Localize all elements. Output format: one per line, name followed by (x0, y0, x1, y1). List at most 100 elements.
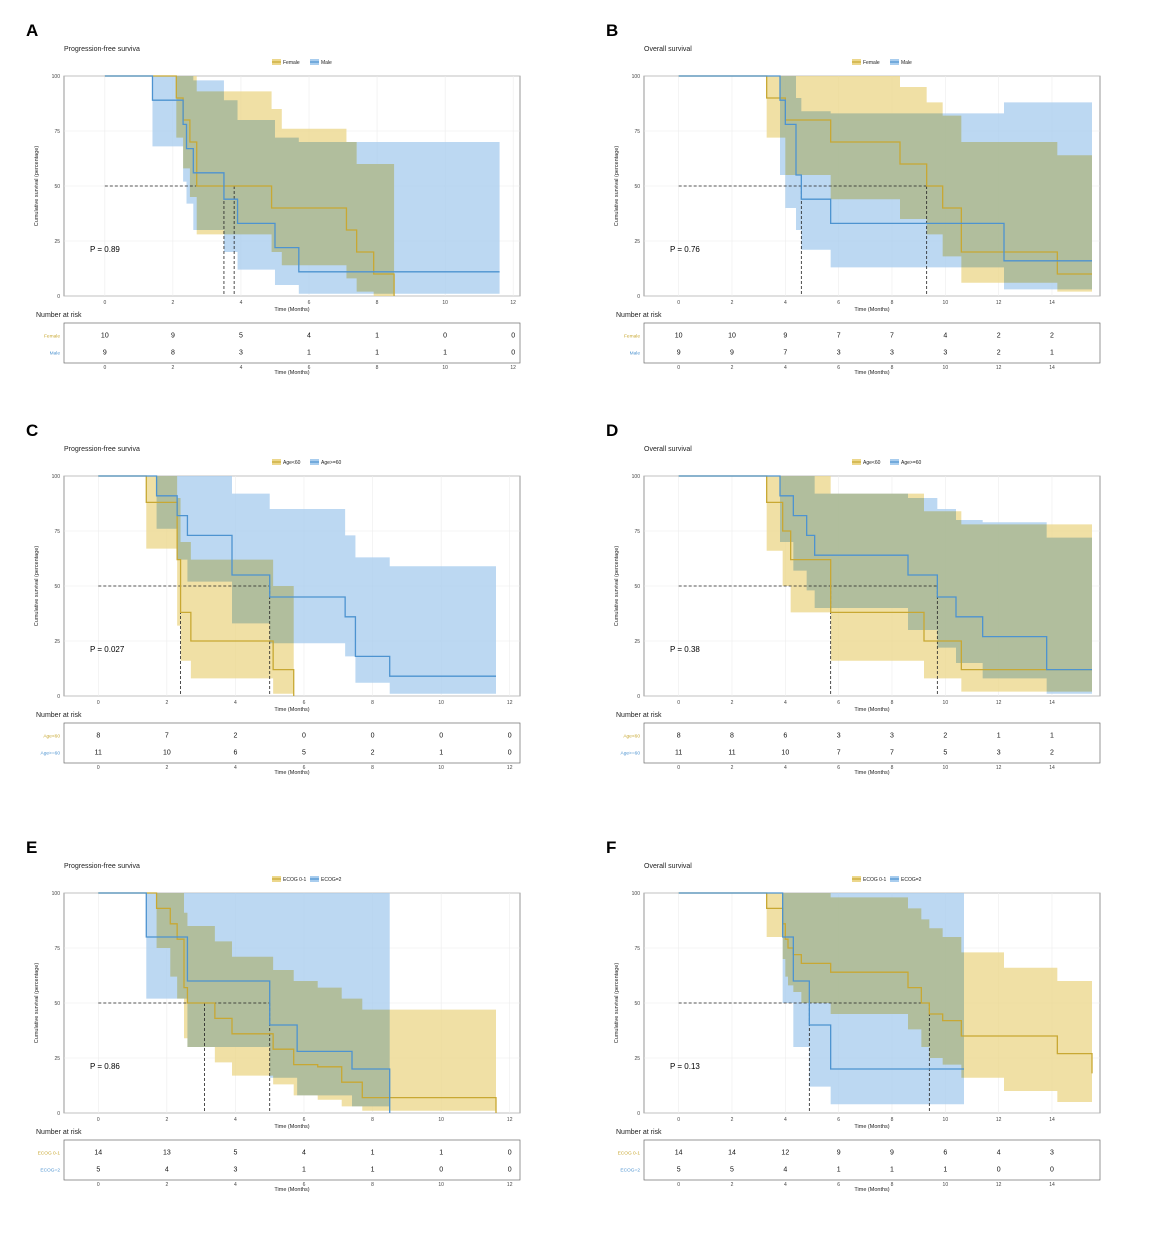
survival-curve-age-60 (678, 475, 1092, 671)
panel-letter: C (26, 421, 38, 440)
survival-curve-male (104, 75, 500, 273)
risk-table-row: Female 10 10 9 7 7 4 2 2 (624, 333, 1054, 340)
risk-table-header: Number at risk (36, 312, 82, 319)
risk-count: 1 (302, 1167, 306, 1174)
risk-row-label: Age<60 (623, 734, 640, 740)
p-value: P = 0.38 (670, 645, 700, 654)
confidence-band-male (678, 76, 1092, 290)
y-axis-title: Cumulative survival (percentage) (614, 546, 620, 627)
risk-table-row: ECOG 0-1 14 14 12 9 9 6 4 3 (618, 1150, 1054, 1157)
risk-x-axis-ticks: 0 2 4 6 8 10 12 (97, 1182, 513, 1188)
x-tick-label: 2 (731, 300, 734, 306)
x-tick-label: 6 (303, 700, 306, 706)
risk-count: 6 (783, 733, 787, 740)
y-tick-label: 75 (54, 129, 60, 135)
x-tick-label: 2 (165, 700, 168, 706)
survival-curve-ecog-0-1 (678, 892, 1093, 1074)
risk-count: 1 (371, 1167, 375, 1174)
risk-count: 8 (730, 733, 734, 740)
risk-count: 9 (677, 350, 681, 357)
x-tick-label: 4 (234, 700, 237, 706)
x-tick-label: 4 (240, 300, 243, 306)
risk-table-frame (643, 722, 1101, 764)
risk-x-axis-ticks: 0 2 4 6 8 10 12 14 (677, 765, 1055, 771)
x-axis-title: Time (Months) (854, 307, 889, 313)
panel-letter: F (606, 838, 616, 857)
risk-count: 12 (781, 1150, 789, 1157)
risk-x-axis-title: Time (Months) (274, 1187, 309, 1193)
risk-x-tick-label: 10 (943, 365, 949, 371)
x-tick-label: 6 (303, 1117, 306, 1123)
risk-x-tick-label: 8 (376, 365, 379, 371)
survival-curve-ecog-0-1 (98, 892, 497, 1113)
risk-table-row: Female 10 9 5 4 1 0 0 (44, 333, 515, 340)
x-tick-label: 2 (172, 300, 175, 306)
risk-table-row: Age>=60 11 10 6 5 2 1 0 (41, 750, 512, 757)
y-tick-label: 50 (634, 184, 640, 190)
y-tick-label: 50 (54, 184, 60, 190)
risk-x-tick-label: 10 (442, 365, 448, 371)
y-tick-label: 50 (54, 1001, 60, 1007)
confidence-band-ecog-2 (678, 893, 964, 1105)
risk-x-tick-label: 12 (996, 1182, 1002, 1188)
risk-count: 3 (233, 1167, 237, 1174)
survival-curve-female (678, 75, 1092, 275)
risk-count: 7 (837, 333, 841, 340)
risk-x-tick-label: 8 (371, 1182, 374, 1188)
x-axis-ticks: 0 2 4 6 8 10 12 14 (677, 1117, 1055, 1123)
risk-count: 5 (677, 1167, 681, 1174)
risk-x-tick-label: 0 (677, 1182, 680, 1188)
risk-x-tick-label: 6 (837, 765, 840, 771)
risk-count: 14 (675, 1150, 683, 1157)
risk-table-header: Number at risk (616, 312, 662, 319)
median-lines (98, 1002, 271, 1113)
y-tick-label: 0 (637, 694, 640, 700)
confidence-band-male (104, 76, 500, 294)
risk-table-frame (63, 322, 521, 364)
x-tick-label: 12 (507, 700, 513, 706)
risk-count: 0 (511, 350, 515, 357)
risk-count: 1 (943, 1167, 947, 1174)
median-lines (678, 1002, 930, 1113)
risk-count: 3 (943, 350, 947, 357)
risk-count: 0 (439, 733, 443, 740)
x-tick-label: 8 (371, 1117, 374, 1123)
x-tick-label: 12 (507, 1117, 513, 1123)
risk-x-tick-label: 4 (784, 1182, 787, 1188)
x-tick-label: 10 (442, 300, 448, 306)
risk-row-label: ECOG=2 (620, 1168, 640, 1174)
x-tick-label: 4 (234, 1117, 237, 1123)
risk-count: 1 (375, 333, 379, 340)
risk-x-tick-label: 4 (234, 765, 237, 771)
risk-count: 11 (675, 750, 682, 757)
y-tick-label: 0 (57, 1111, 60, 1117)
x-axis-title: Time (Months) (274, 707, 309, 713)
risk-x-tick-label: 6 (303, 1182, 306, 1188)
risk-count: 7 (890, 750, 894, 757)
risk-count: 14 (94, 1150, 102, 1157)
confidence-bands (98, 893, 497, 1111)
risk-x-axis-ticks: 0 2 4 6 8 10 12 14 (677, 365, 1055, 371)
legend: ECOG 0-1 ECOG=2 (272, 876, 342, 883)
risk-x-tick-label: 8 (891, 765, 894, 771)
risk-x-tick-label: 2 (731, 765, 734, 771)
risk-table-row: Male 9 8 3 1 1 1 0 (50, 350, 516, 357)
y-tick-label: 100 (632, 74, 641, 80)
risk-table-frame (63, 722, 521, 764)
risk-row-label: Age>=60 (621, 751, 641, 757)
risk-table-row: ECOG=2 5 4 3 1 1 0 0 (40, 1167, 511, 1174)
risk-count: 1 (439, 750, 443, 757)
risk-count: 4 (783, 1167, 787, 1174)
y-tick-label: 100 (52, 74, 61, 80)
y-tick-label: 25 (54, 639, 60, 645)
y-tick-label: 50 (634, 584, 640, 590)
x-tick-label: 10 (438, 700, 444, 706)
risk-x-tick-label: 12 (996, 365, 1002, 371)
risk-count: 1 (890, 1167, 894, 1174)
confidence-band-age-60 (678, 476, 1092, 694)
y-axis-ticks: 0 25 50 75 100 (632, 891, 641, 1117)
risk-x-tick-label: 0 (97, 765, 100, 771)
chart-title: Overall survival (644, 863, 692, 870)
y-tick-label: 100 (632, 891, 641, 897)
